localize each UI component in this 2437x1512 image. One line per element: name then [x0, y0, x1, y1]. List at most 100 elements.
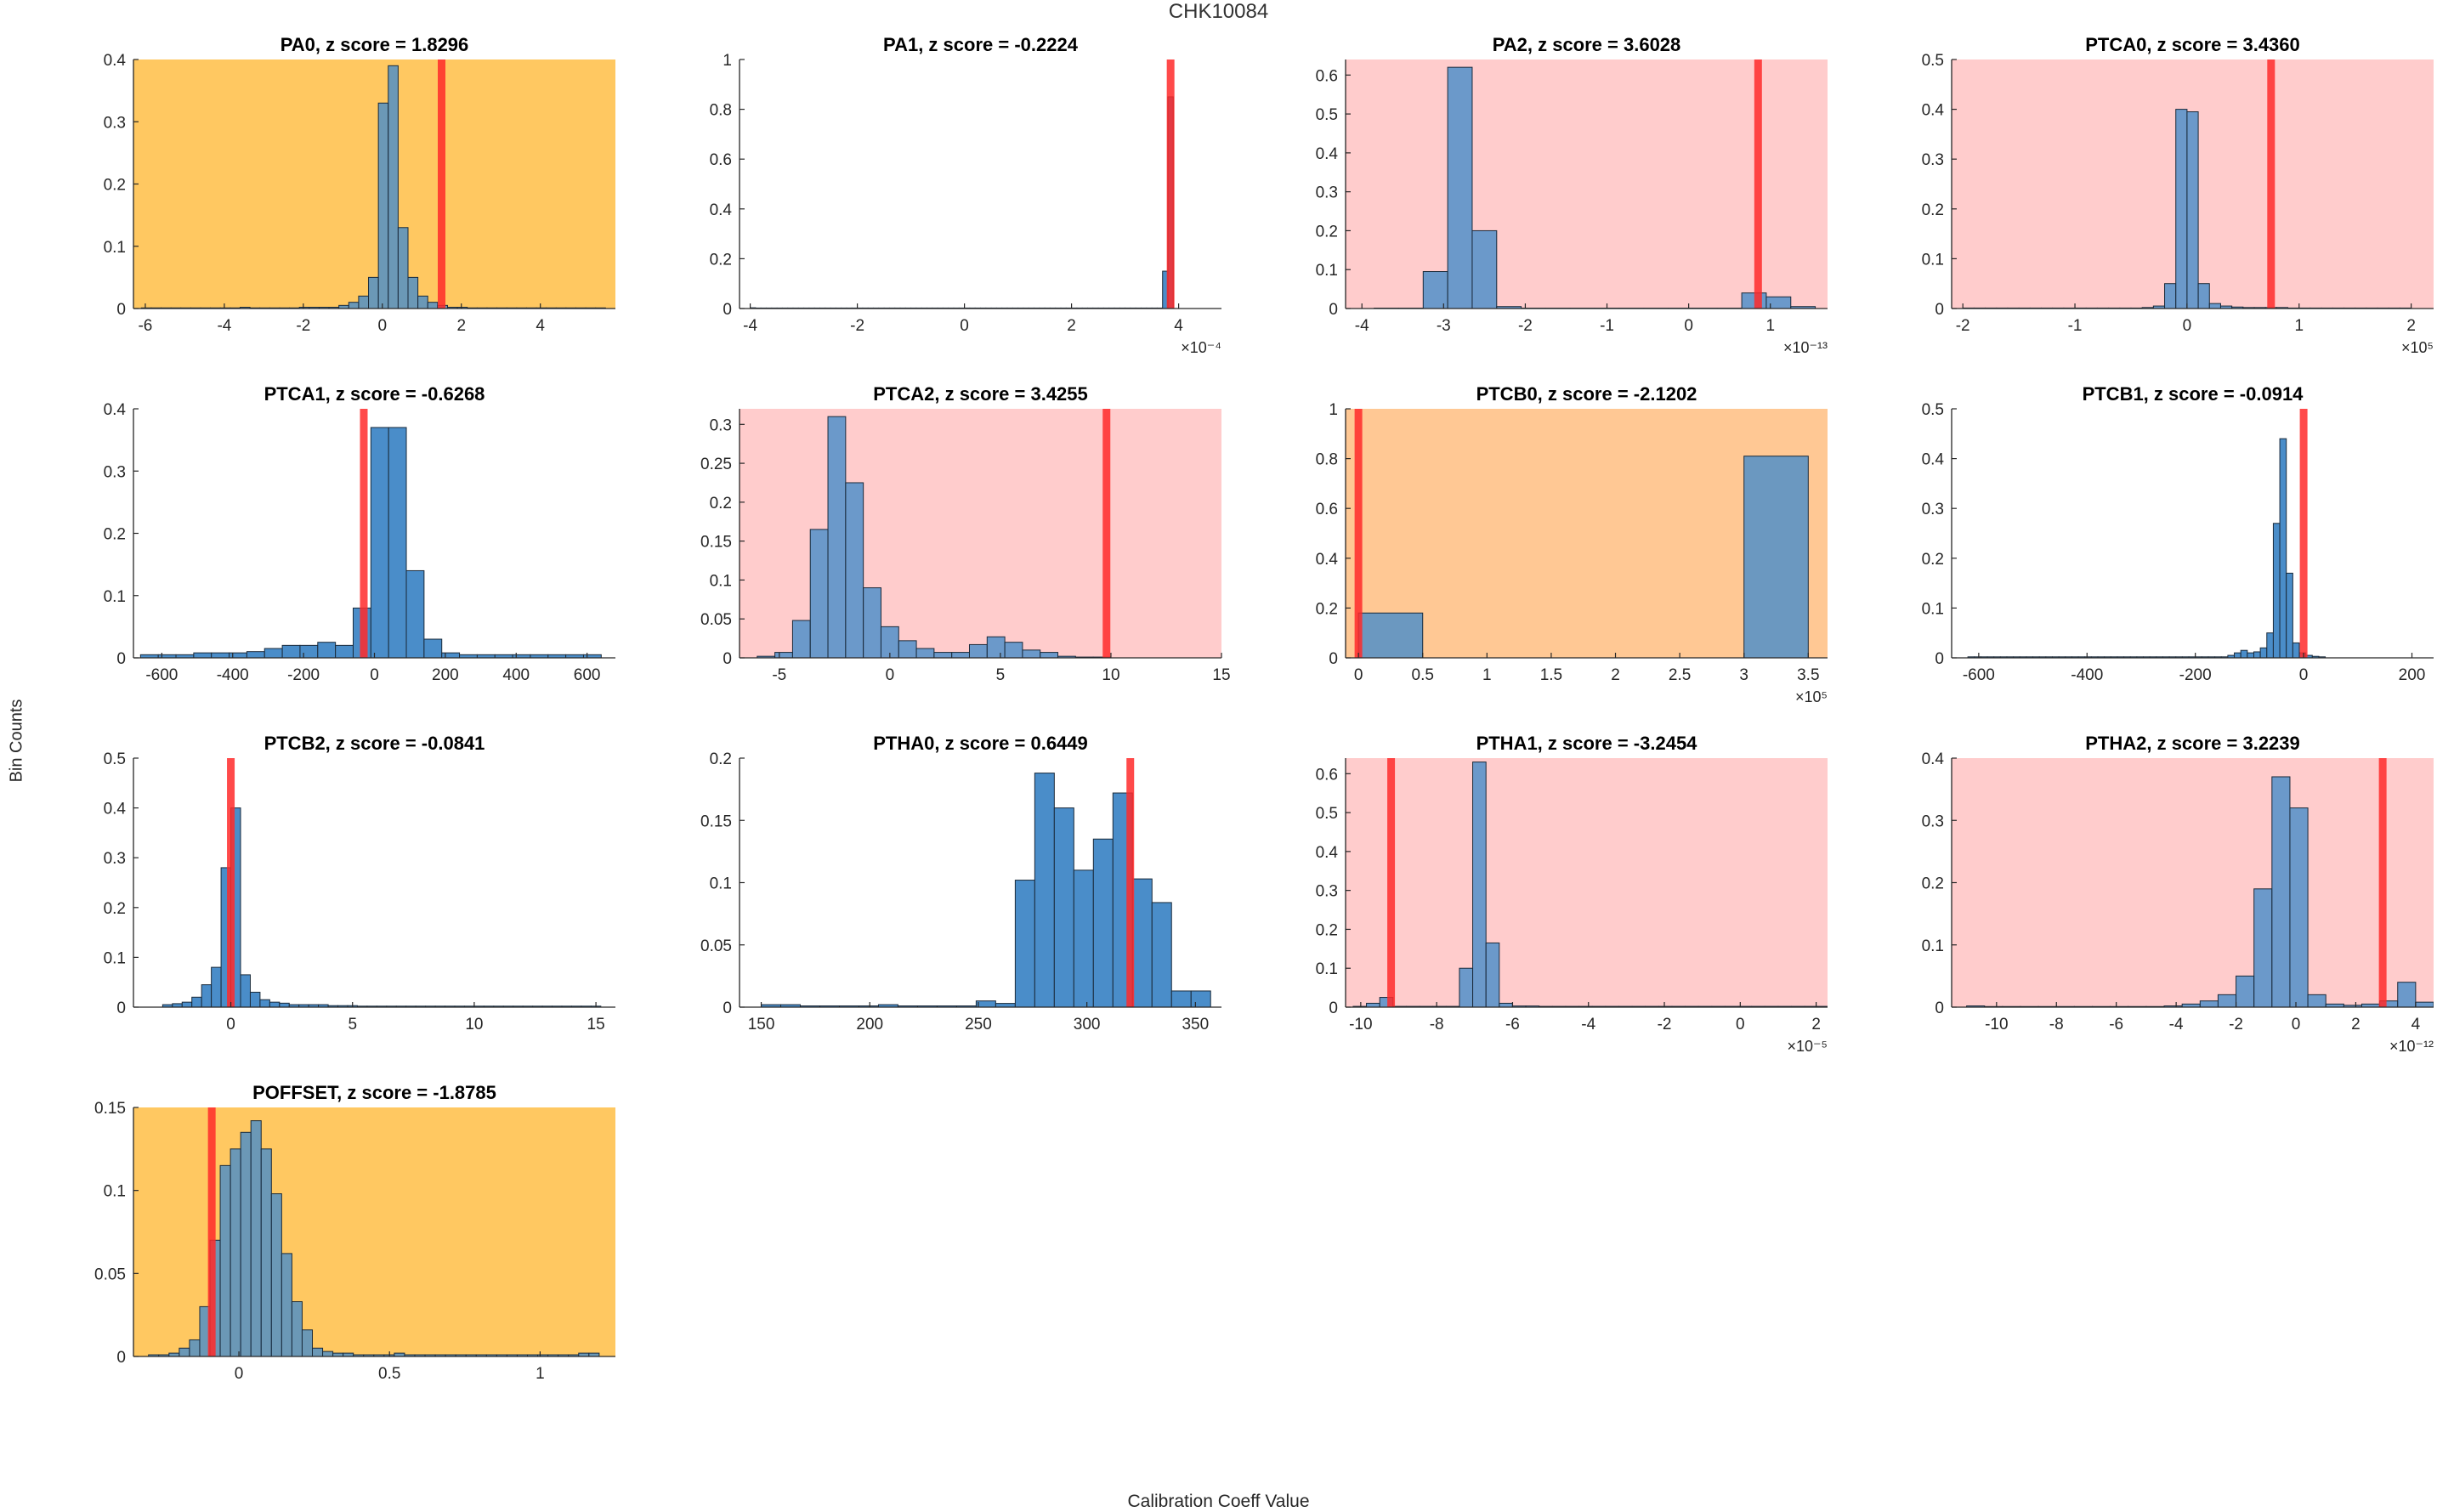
x-tick-label: -200	[2179, 666, 2212, 684]
x-tick-label: 0	[1354, 666, 1363, 684]
y-tick-label: 0.05	[700, 937, 732, 955]
x-exponent-label: ×10⁵	[1795, 688, 1828, 705]
x-tick-label: -8	[2049, 1016, 2064, 1033]
histogram-bar	[397, 227, 409, 309]
y-tick-label: 0.2	[104, 526, 126, 544]
x-tick-label: 200	[856, 1016, 883, 1033]
histogram-panel: -6 -4 -2 0 2 4 0 0.1 0.2 0.3 0.4 PA0, z score = 1.8…	[104, 34, 615, 335]
histogram-bar	[1496, 306, 1522, 309]
histogram-bar	[311, 1347, 324, 1356]
x-tick-label: -2	[1658, 1016, 1672, 1033]
histogram-bar	[1014, 880, 1035, 1007]
y-tick-label: 0.5	[1316, 805, 1338, 823]
x-tick-label: 0	[1736, 1016, 1745, 1033]
y-tick-label: 0.3	[104, 114, 126, 132]
panel-background	[1952, 409, 2434, 658]
histogram-bar	[2217, 994, 2237, 1007]
histogram-bar	[417, 295, 428, 309]
histogram-bar	[299, 644, 319, 658]
histogram-bar	[2208, 303, 2221, 309]
histogram-bar	[423, 638, 443, 658]
histogram-bar	[181, 1001, 193, 1007]
x-tick-label: 0.5	[378, 1365, 400, 1383]
panel-title: PTHA0, z score = 0.6449	[873, 733, 1088, 754]
histogram-bar	[845, 482, 864, 658]
histogram-panel: -600 -400 -200 0 200 0 0.1 0.2 0.3 0.4 0.5 PTCB1, z…	[1922, 383, 2434, 684]
histogram-bar	[264, 648, 283, 658]
x-tick-label: -6	[2109, 1016, 2123, 1033]
y-tick-label: 0	[723, 1000, 732, 1017]
x-tick-label: -2	[1518, 317, 1533, 335]
histogram-bar	[370, 427, 389, 658]
x-tick-label: -3	[1437, 317, 1451, 335]
y-tick-label: 0.15	[700, 813, 732, 830]
histogram-bar	[269, 1001, 281, 1007]
y-tick-label: 0.6	[710, 151, 732, 169]
x-tick-label: 1	[1482, 666, 1492, 684]
x-tick-label: -1	[1600, 317, 1614, 335]
x-tick-label: -6	[138, 317, 152, 335]
y-tick-label: 0.2	[710, 750, 732, 768]
panel-background	[1346, 758, 1828, 1007]
y-tick-label: 0	[1329, 650, 1338, 668]
histogram-bar	[1741, 292, 1767, 309]
x-tick-label: 0	[886, 666, 895, 684]
histogram-bar	[189, 1339, 201, 1356]
histogram-bar	[2240, 649, 2248, 658]
x-tick-label: -4	[2169, 1016, 2184, 1033]
y-tick-label: 0.6	[1316, 501, 1338, 518]
x-tick-label: 0	[2183, 317, 2192, 335]
histogram-bar	[1422, 271, 1448, 309]
histogram-bar	[588, 1352, 600, 1356]
panel-title: PTCB0, z score = -2.1202	[1476, 383, 1697, 405]
x-tick-label: 10	[465, 1016, 483, 1033]
x-tick-label: -2	[1956, 317, 1970, 335]
y-tick-label: 0.4	[104, 52, 127, 70]
panel-background	[1346, 59, 1828, 309]
histogram-panel: -5 0 5 10 15 0 0.05 0.1 0.15 0.2 0.25 0.3 PTCA2, z s…	[700, 383, 1231, 684]
panel-title: PTCB1, z score = -0.0914	[2083, 383, 2304, 405]
y-tick-label: 0.8	[1316, 451, 1338, 469]
bars	[139, 409, 602, 658]
histogram-bar	[1743, 456, 1809, 658]
x-tick-label: 0	[2299, 666, 2309, 684]
current-value-marker	[438, 59, 446, 309]
x-tick-label: 0	[226, 1016, 235, 1033]
histogram-bar	[2415, 1001, 2434, 1007]
x-tick-label: 350	[1182, 1016, 1209, 1033]
histogram-panel: -10 -8 -6 -4 -2 0 2 4 0 0.1 0.2 0.3 0.4 ×10⁻¹² PTHA2, …	[1922, 733, 2434, 1055]
y-tick-label: 0.1	[1922, 600, 1944, 618]
x-tick-label: -400	[2071, 666, 2103, 684]
histogram-bar	[2272, 523, 2281, 658]
y-tick-label: 0.1	[1922, 937, 1944, 955]
y-tick-label: 0.1	[104, 239, 126, 257]
y-tick-label: 0.3	[1922, 813, 1944, 830]
x-tick-label: 200	[2399, 666, 2426, 684]
current-value-marker	[1166, 59, 1175, 309]
figure-title: CHK10084	[1168, 0, 1269, 23]
histogram-bar	[1447, 66, 1473, 309]
x-tick-label: 250	[965, 1016, 992, 1033]
x-tick-label: -8	[1430, 1016, 1444, 1033]
histogram-bar	[335, 644, 354, 658]
y-tick-label: 0.1	[1316, 960, 1338, 978]
histogram-bar	[995, 1003, 1016, 1007]
y-tick-label: 0.5	[1316, 106, 1338, 124]
panel-title: PTHA2, z score = 3.2239	[2085, 733, 2300, 754]
y-tick-label: 0	[723, 650, 732, 668]
x-tick-label: 0	[370, 666, 379, 684]
histogram-bar	[388, 427, 407, 658]
histogram-bar	[2234, 652, 2241, 658]
y-tick-label: 0.5	[104, 750, 126, 768]
y-tick-label: 0.1	[104, 949, 126, 967]
x-tick-label: -10	[1349, 1016, 1372, 1033]
x-tick-label: 2	[1811, 1016, 1821, 1033]
histogram-bar	[1092, 838, 1114, 1007]
histogram-bar	[1190, 990, 1211, 1007]
histogram-bar	[348, 302, 360, 309]
histogram-bar	[2433, 1005, 2434, 1007]
histogram-bar	[201, 984, 213, 1007]
histogram-bar	[1485, 942, 1500, 1007]
bars	[1966, 758, 2434, 1007]
y-tick-label: 0	[116, 301, 126, 319]
